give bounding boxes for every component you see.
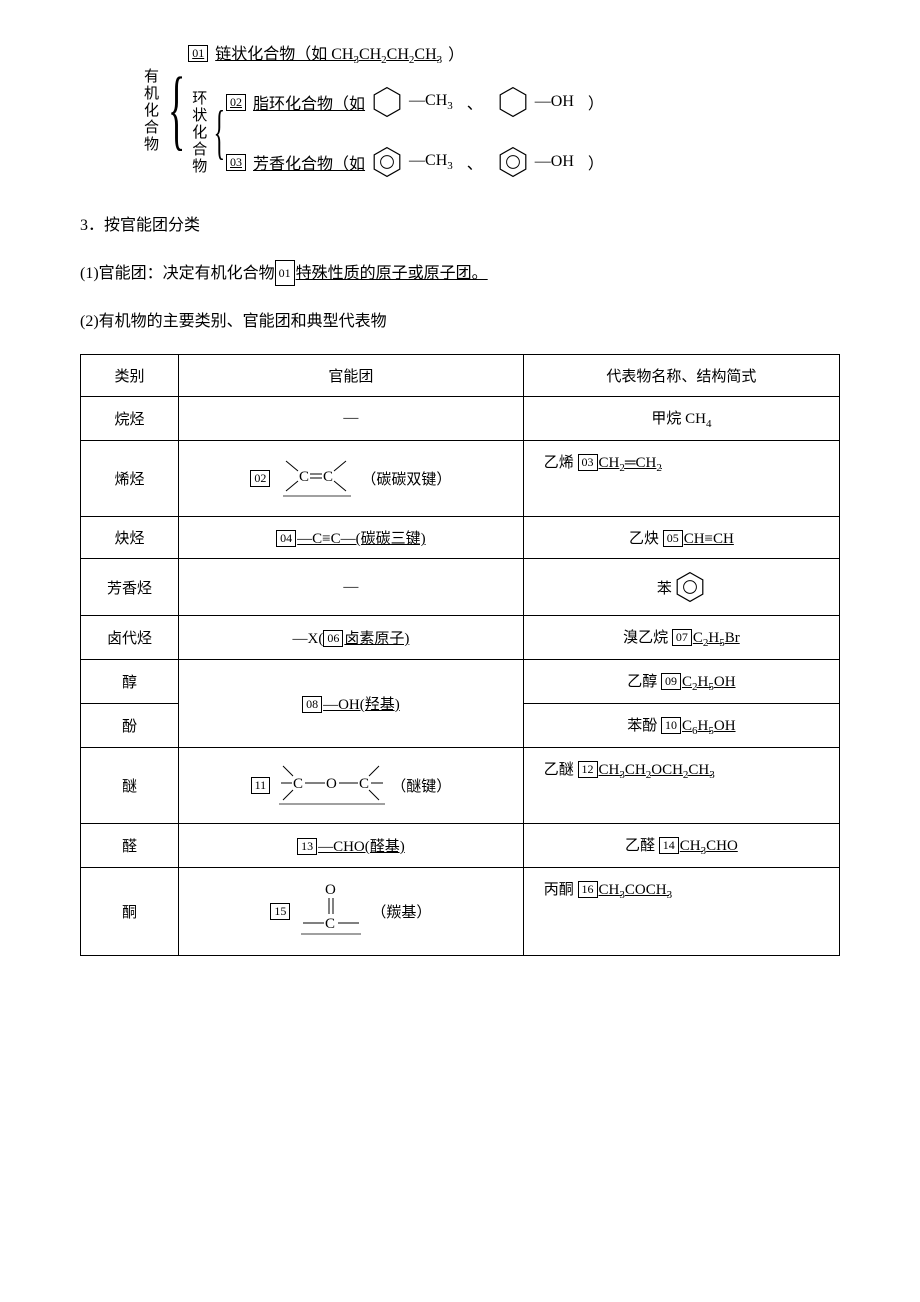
diagram-row-3: 03 芳香化合物（如 —CH3 、 —OH ） (226, 144, 604, 180)
classification-diagram: 有机化合物 { 01 链状化合物（如 CH3CH2CH2CH3 ） 环状化合物 … (140, 40, 840, 180)
svg-text:C: C (299, 469, 309, 485)
table-row: 醇 08—OH(羟基) 乙醇 09C2H5OH (81, 660, 840, 704)
cell-category: 醛 (81, 824, 179, 868)
sub-block: 环状化合物 { 02 脂环化合物（如 —CH3 、 —OH ） (188, 84, 604, 180)
cyclohexane-icon (371, 84, 403, 120)
cell-category: 芳香烃 (81, 559, 179, 616)
cell-func: 02 C C （碳 (179, 441, 524, 517)
double-bond-icon: C C (271, 451, 361, 506)
svg-text:C: C (359, 776, 369, 792)
functional-group-table: 类别 官能团 代表物名称、结构简式 烷烃 — 甲烷 CH4 烯烃 02 C C (80, 354, 840, 956)
table-row: 烯烃 02 C C (81, 441, 840, 517)
ether-bond-icon: C O C (271, 758, 391, 813)
brace-large: { (168, 74, 185, 146)
sub-label: 环状化合物 (188, 90, 209, 175)
cell-category: 炔烃 (81, 517, 179, 559)
cell-category: 酮 (81, 868, 179, 956)
section-3-title: 3．按官能团分类 (80, 210, 840, 242)
svg-text:C: C (323, 469, 333, 485)
svg-text:O: O (326, 776, 337, 792)
cell-rep: 乙醚 12CH3CH2OCH2CH3 (523, 748, 839, 824)
cell-func: 04—C≡C—(碳碳三键) (179, 517, 524, 559)
cell-rep: 丙酮 16CH3COCH3 (523, 868, 839, 956)
num-box: 03 (226, 154, 246, 171)
table-row: 炔烃 04—C≡C—(碳碳三键) 乙炔 05CH≡CH (81, 517, 840, 559)
cell-rep: 溴乙烷 07C2H5Br (523, 616, 839, 660)
cell-category: 酚 (81, 704, 179, 748)
sub-rows: 02 脂环化合物（如 —CH3 、 —OH ） 03 芳香化合物（如 (226, 84, 604, 180)
cell-func: 15 O C （羰基） (179, 868, 524, 956)
cell-func: — (179, 559, 524, 616)
benzene-icon (371, 144, 403, 180)
cell-rep: 乙炔 05CH≡CH (523, 517, 839, 559)
carbonyl-icon: O C (291, 878, 371, 945)
cell-category: 烷烃 (81, 397, 179, 441)
cell-func: 08—OH(羟基) (179, 660, 524, 748)
svg-text:C: C (293, 776, 303, 792)
num-box: 02 (226, 94, 246, 111)
cell-func: — (179, 397, 524, 441)
diagram-row-2: 02 脂环化合物（如 —CH3 、 —OH ） (226, 84, 604, 120)
cell-category: 醇 (81, 660, 179, 704)
brace-small: { (214, 108, 226, 156)
paragraph-1: (1)官能团：决定有机化合物01特殊性质的原子或原子团。 (80, 258, 840, 290)
cell-rep: 乙烯 03CH2═CH2 (523, 441, 839, 517)
cell-rep: 乙醇 09C2H5OH (523, 660, 839, 704)
benzene-icon (674, 569, 706, 605)
root-label: 有机化合物 (140, 68, 161, 153)
paragraph-2: (2)有机物的主要类别、官能团和典型代表物 (80, 306, 840, 338)
table-row: 卤代烃 —X(06卤素原子) 溴乙烷 07C2H5Br (81, 616, 840, 660)
cell-func: —X(06卤素原子) (179, 616, 524, 660)
cell-category: 烯烃 (81, 441, 179, 517)
cell-category: 醚 (81, 748, 179, 824)
cell-func: 13—CHO(醛基) (179, 824, 524, 868)
header-category: 类别 (81, 355, 179, 397)
diagram-rows: 01 链状化合物（如 CH3CH2CH2CH3 ） 环状化合物 { 02 脂环化… (188, 40, 604, 180)
table-header-row: 类别 官能团 代表物名称、结构简式 (81, 355, 840, 397)
num-box: 01 (275, 260, 295, 286)
cell-func: 11 C O C (179, 748, 524, 824)
table-row: 醚 11 C O C (81, 748, 840, 824)
cell-rep: 苯 (523, 559, 839, 616)
header-functional-group: 官能团 (179, 355, 524, 397)
table-row: 芳香烃 — 苯 (81, 559, 840, 616)
num-box: 01 (188, 45, 208, 62)
table-row: 醛 13—CHO(醛基) 乙醛 14CH3CHO (81, 824, 840, 868)
benzene-icon (497, 144, 529, 180)
table-row: 酮 15 O C （羰基） (81, 868, 840, 956)
cell-rep: 乙醛 14CH3CHO (523, 824, 839, 868)
cyclohexane-icon (497, 84, 529, 120)
cell-category: 卤代烃 (81, 616, 179, 660)
cell-rep: 甲烷 CH4 (523, 397, 839, 441)
diagram-row-1: 01 链状化合物（如 CH3CH2CH2CH3 ） (188, 40, 604, 66)
svg-text:C: C (325, 916, 335, 932)
cell-rep: 苯酚 10C6H5OH (523, 704, 839, 748)
svg-text:O: O (325, 882, 336, 898)
table-row: 烷烃 — 甲烷 CH4 (81, 397, 840, 441)
header-representative: 代表物名称、结构简式 (523, 355, 839, 397)
row-text: 链状化合物（如 CH3CH2CH2CH3 (215, 40, 442, 66)
